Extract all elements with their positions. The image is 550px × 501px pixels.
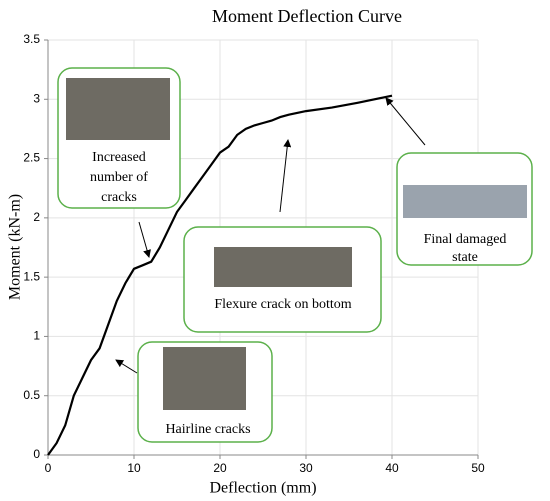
x-tick-label: 40	[385, 461, 399, 475]
y-tick-label: 1.5	[23, 269, 40, 283]
y-tick-label: 0.5	[23, 388, 40, 402]
y-tick-label: 3.5	[23, 32, 40, 46]
chart-title: Moment Deflection Curve	[212, 6, 402, 26]
annotation-text: number of	[90, 170, 148, 185]
x-tick-label: 30	[299, 461, 313, 475]
y-tick-label: 0	[33, 447, 40, 461]
x-tick-label: 50	[471, 461, 485, 475]
crack-photo	[214, 247, 352, 287]
y-tick-label: 2	[33, 210, 40, 224]
annotation-text: Flexure crack on bottom	[214, 297, 351, 312]
annotation-text: state	[452, 250, 478, 265]
arrow	[138, 221, 151, 258]
annotation-text: Hairline cracks	[165, 422, 250, 437]
crack-photo	[66, 78, 170, 140]
moment-curve	[47, 94, 393, 456]
arrow	[115, 359, 138, 374]
x-tick-label: 10	[127, 461, 141, 475]
crack-photo	[403, 185, 527, 218]
y-tick-label: 3	[33, 91, 40, 105]
x-axis-label: Deflection (mm)	[209, 480, 316, 497]
y-axis-label: Moment (kN-m)	[7, 194, 24, 300]
arrow	[385, 97, 426, 146]
y-tick-label: 1	[33, 329, 40, 343]
annotation-text: Increased	[92, 150, 146, 165]
annotation-text: Final damaged	[424, 232, 507, 247]
x-tick-label: 20	[213, 461, 227, 475]
crack-photo	[163, 347, 246, 410]
arrow	[279, 139, 292, 213]
annotation-text: cracks	[101, 190, 137, 205]
x-tick-label: 0	[45, 461, 52, 475]
y-tick-label: 2.5	[23, 151, 40, 165]
